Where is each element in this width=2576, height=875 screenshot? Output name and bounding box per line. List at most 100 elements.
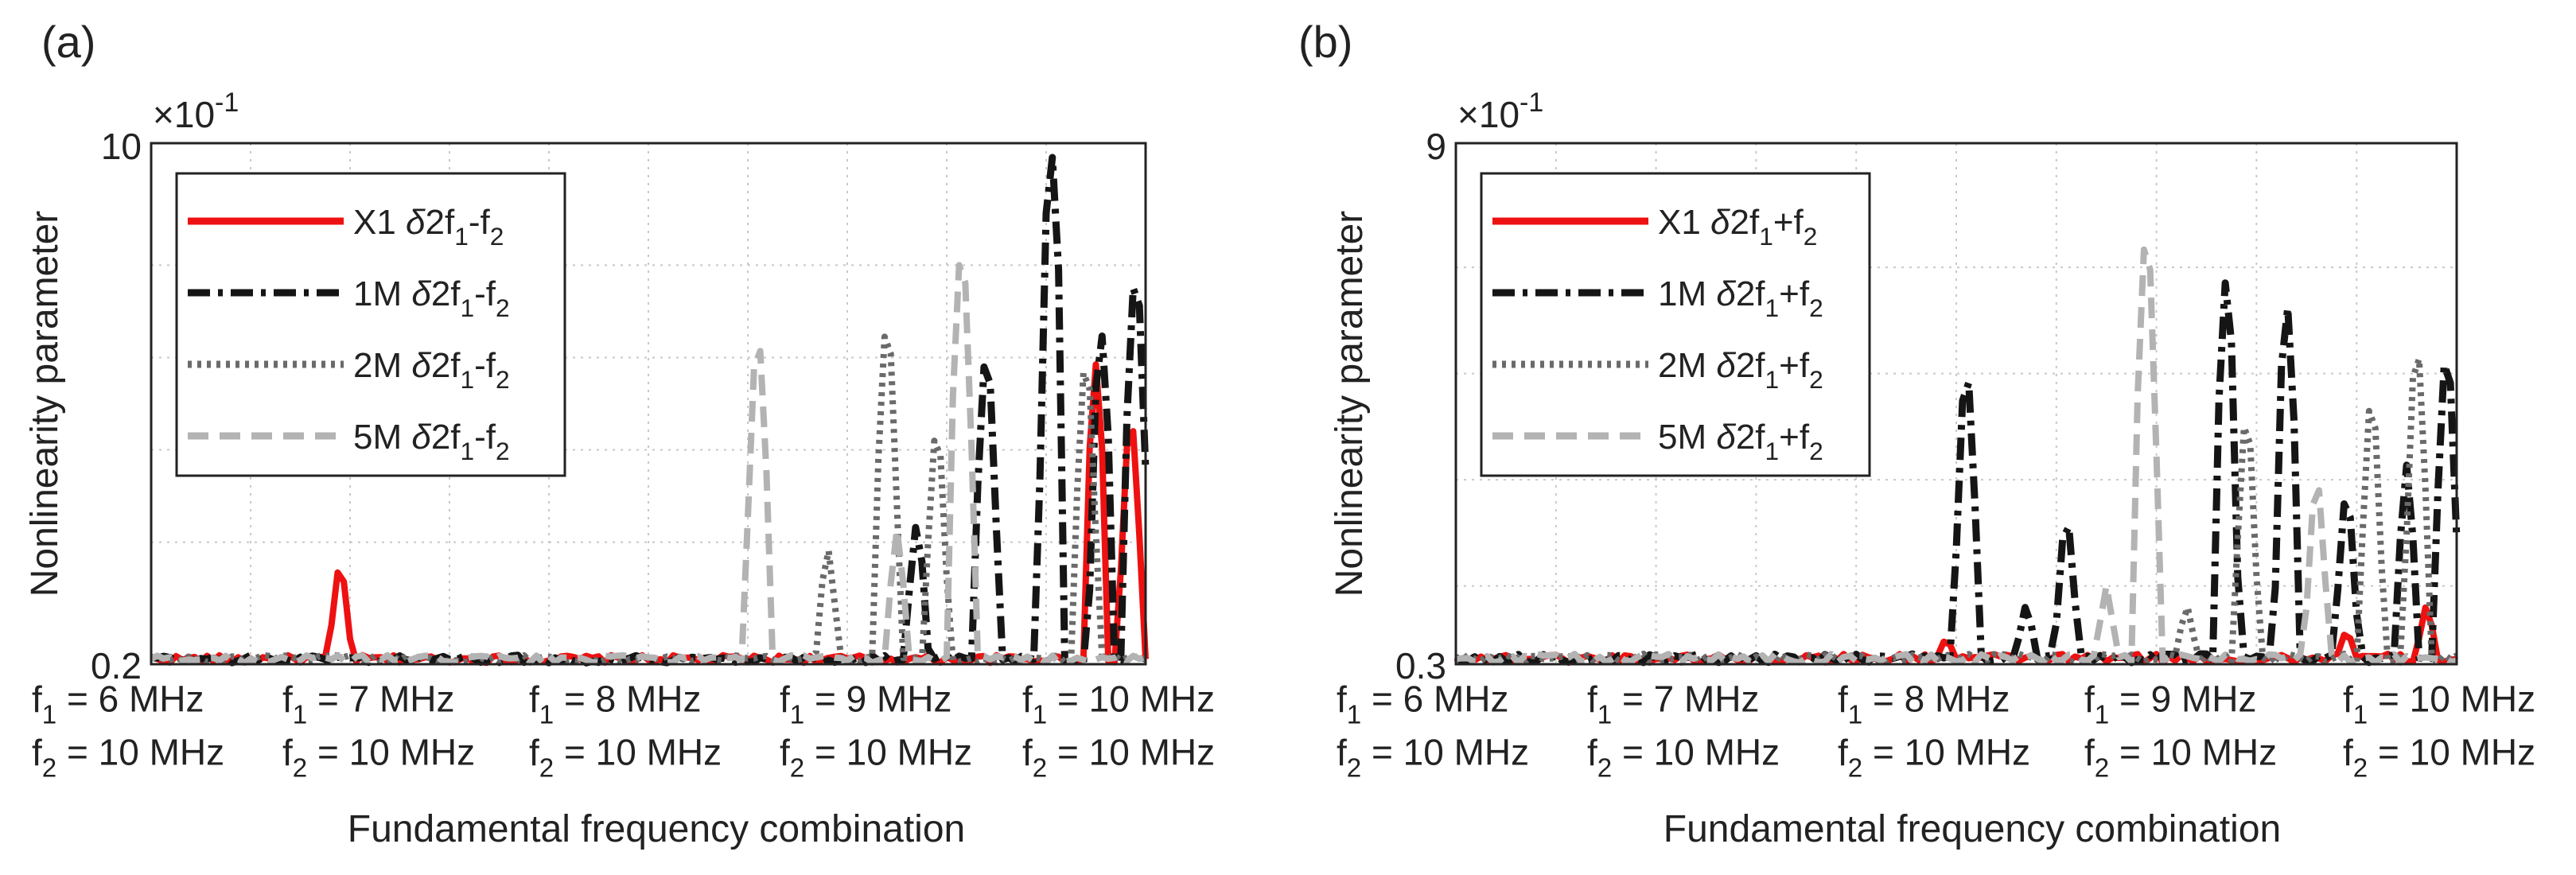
f-sub: 1 <box>1033 701 1047 730</box>
legend-sub1: 1 <box>454 222 469 251</box>
legend-sub2: 2 <box>496 437 510 465</box>
f-sub: 1 <box>1597 701 1612 730</box>
xtick-label-f1: f1 = 6 MHz <box>1337 679 1509 730</box>
f1-value: = 7 MHz <box>1612 679 1759 720</box>
f2-value: = 10 MHz <box>2109 732 2277 773</box>
xtick-label-f1: f1 = 8 MHz <box>1838 679 2010 730</box>
exponent-power: -1 <box>215 88 239 118</box>
f-sub: 2 <box>790 754 804 784</box>
f-symbol: f <box>282 679 293 720</box>
xtick-label-f1: f1 = 10 MHz <box>1022 679 1215 730</box>
legend-op: -f <box>474 274 496 313</box>
legend-label-x1: X1 δ2f1+f2 <box>1658 203 1817 251</box>
exponent-base: ×10 <box>153 94 215 135</box>
legend-op: +f <box>1773 203 1804 242</box>
f-symbol: f <box>1337 679 1347 720</box>
f-symbol: f <box>529 679 539 720</box>
ytick-label-top: 10 <box>101 126 142 167</box>
f-symbol: f <box>1022 679 1033 720</box>
f-symbol: f <box>2343 732 2353 773</box>
f-symbol: f <box>2084 679 2095 720</box>
xtick-label-f1: f1 = 9 MHz <box>780 679 952 730</box>
legend-delta: δ <box>406 203 426 242</box>
legend-term: 2f <box>1736 274 1765 313</box>
f-sub: 1 <box>2353 701 2368 730</box>
legend-op: +f <box>1779 346 1810 385</box>
legend-label-1m: 1M δ2f1-f2 <box>353 274 510 322</box>
legend-prefix: X1 <box>353 203 406 242</box>
legend-op: -f <box>469 203 491 242</box>
xtick-label-f2: f2 = 10 MHz <box>2084 732 2277 784</box>
f-symbol: f <box>1337 732 1347 773</box>
f1-value: = 10 MHz <box>1047 679 1215 720</box>
legend-op: -f <box>474 346 496 385</box>
xtick-label-f2: f2 = 10 MHz <box>1838 732 2030 784</box>
f-sub: 2 <box>539 754 554 784</box>
legend-prefix: 5M <box>1658 418 1716 457</box>
legend-sub2: 2 <box>496 365 510 394</box>
f2-value: = 10 MHz <box>554 732 722 773</box>
f-symbol: f <box>1838 732 1848 773</box>
f1-value: = 9 MHz <box>2109 679 2256 720</box>
f-sub: 1 <box>2095 701 2109 730</box>
y-exponent-label: ×10-1 <box>1457 88 1543 135</box>
legend-sub1: 1 <box>1765 294 1780 322</box>
legend-sub2: 2 <box>1804 222 1818 251</box>
xtick-label-f1: f1 = 7 MHz <box>282 679 455 730</box>
series-line-2m <box>150 333 1147 667</box>
legend-sub1: 1 <box>461 294 475 322</box>
xtick-label-f2: f2 = 10 MHz <box>282 732 475 784</box>
legend-term: 2f <box>431 346 461 385</box>
f-symbol: f <box>1587 679 1597 720</box>
legend-delta: δ <box>411 418 431 457</box>
f1-value: = 9 MHz <box>804 679 951 720</box>
f-sub: 1 <box>790 701 804 730</box>
xtick-label-f2: f2 = 10 MHz <box>1337 732 1529 784</box>
series-line-1m <box>1454 279 2461 667</box>
legend-label-x1: X1 δ2f1-f2 <box>353 203 504 251</box>
ytick-label-bottom: 0.3 <box>1395 645 1446 686</box>
legend-prefix: 2M <box>1658 346 1716 385</box>
f1-value: = 8 MHz <box>554 679 701 720</box>
legend-label-1m: 1M δ2f1+f2 <box>1658 274 1823 322</box>
f-symbol: f <box>282 732 293 773</box>
xtick-label-f2: f2 = 10 MHz <box>1587 732 1780 784</box>
xtick-label-f1: f1 = 7 MHz <box>1587 679 1760 730</box>
legend-sub2: 2 <box>1809 294 1823 322</box>
axes-box <box>150 142 1147 666</box>
xtick-label-f2: f2 = 10 MHz <box>32 732 224 784</box>
legend-op: +f <box>1779 418 1810 457</box>
legend-label-5m: 5M δ2f1+f2 <box>1658 418 1823 465</box>
f-sub: 2 <box>1848 754 1862 784</box>
legend-term: 2f <box>1736 346 1765 385</box>
f2-value: = 10 MHz <box>1862 732 2030 773</box>
legend-delta: δ <box>411 346 431 385</box>
axes-box <box>1454 142 2458 666</box>
f-sub: 1 <box>1347 701 1361 730</box>
xtick-label-f1: f1 = 6 MHz <box>32 679 204 730</box>
ytick-label-bottom: 0.2 <box>91 645 142 686</box>
legend-label-2m: 2M δ2f1-f2 <box>353 346 510 394</box>
legend-sub2: 2 <box>496 294 510 322</box>
f-symbol: f <box>1587 732 1597 773</box>
xtick-label-f2: f2 = 10 MHz <box>1022 732 1215 784</box>
f-symbol: f <box>2084 732 2095 773</box>
legend-sub1: 1 <box>1765 437 1780 465</box>
legend-label-5m: 5M δ2f1-f2 <box>353 418 510 465</box>
exponent-base: ×10 <box>1457 94 1520 135</box>
xtick-label-f2: f2 = 10 MHz <box>780 732 972 784</box>
f-sub: 1 <box>1848 701 1862 730</box>
f1-value: = 7 MHz <box>307 679 454 720</box>
panel-label: (a) <box>41 17 95 67</box>
f-sub: 2 <box>1597 754 1612 784</box>
y-axis-title: Nonlinearity parameter <box>24 211 66 597</box>
legend-op: +f <box>1779 274 1810 313</box>
f-sub: 1 <box>293 701 307 730</box>
legend-delta: δ <box>1716 346 1736 385</box>
f-sub: 2 <box>293 754 307 784</box>
f-sub: 2 <box>2353 754 2368 784</box>
legend-delta: δ <box>1710 203 1730 242</box>
